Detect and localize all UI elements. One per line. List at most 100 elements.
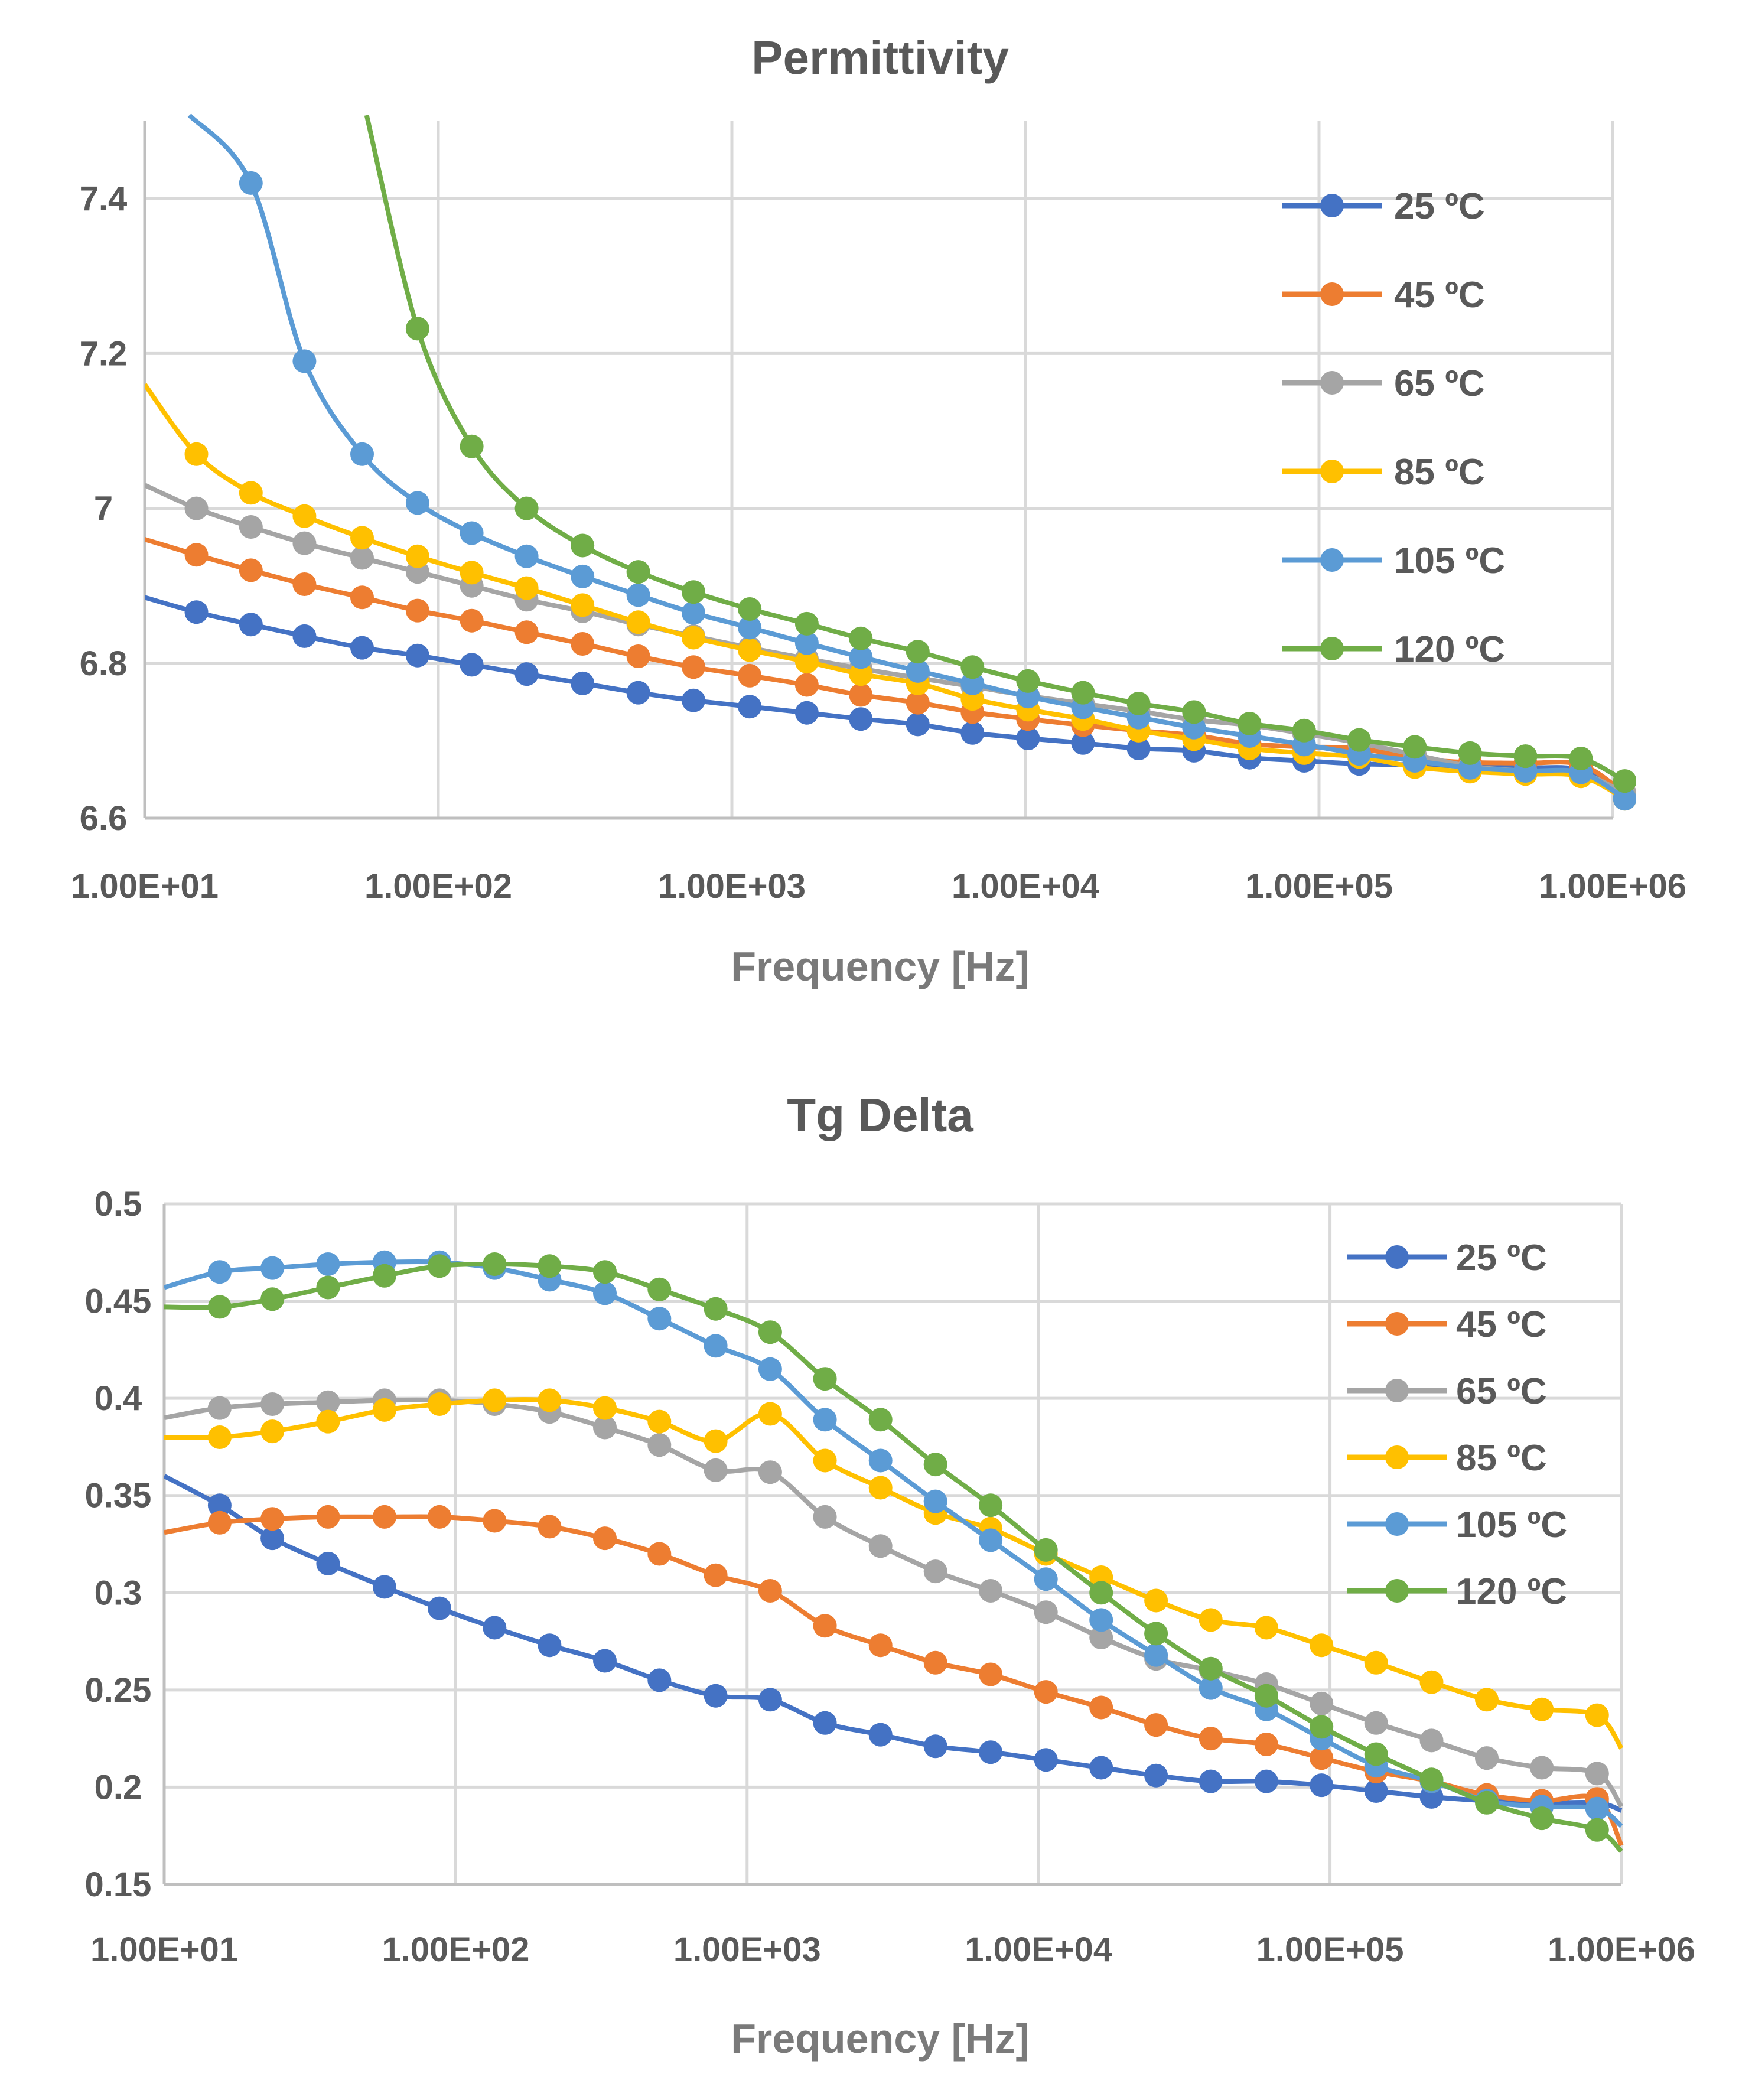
data-point [1089,1626,1113,1649]
legend-label: 45 ºC [1394,275,1485,315]
data-point [979,1740,1003,1764]
legend-label: 120 ºC [1394,629,1505,670]
series-25c [164,1474,1623,1815]
data-point [626,583,650,607]
data-point [428,1505,451,1529]
series-line [164,1397,1624,1808]
series-line [164,1397,1624,1750]
legend-marker [1320,460,1344,483]
data-point [1199,1676,1223,1700]
legend-marker [1385,1379,1409,1402]
data-point [593,1526,617,1551]
legend-label: 65 ºC [1394,363,1485,404]
series-105c [187,113,1636,811]
data-point [514,620,539,644]
data-point [350,526,374,550]
data-point [514,496,539,520]
data-point [682,688,705,712]
data-point [571,593,595,617]
y-tick-label: 0.15 [85,1865,152,1904]
data-point [350,442,374,466]
legend-entry: 105 ºC [1282,541,1505,581]
data-point [960,671,985,695]
data-point [207,1510,232,1535]
data-point [372,1575,396,1599]
series-25c [145,595,1636,809]
data-point [184,543,209,567]
legend-marker [1385,1579,1409,1603]
data-point [428,1392,451,1416]
data-point [538,1515,562,1539]
data-point [571,564,595,588]
legend-entry: 65 ºC [1347,1371,1547,1412]
data-point [1016,727,1040,750]
legend-entry: 65 ºC [1282,363,1485,404]
data-point [758,1460,782,1484]
data-point [1238,712,1262,735]
data-point [292,504,317,528]
data-point [849,683,873,707]
series-line [145,483,1626,796]
data-point [260,1256,285,1280]
data-point [758,1320,782,1344]
x-axis-label: Frequency [Hz] [731,2016,1030,2062]
legend-entry: 45 ºC [1282,275,1485,315]
x-tick-label: 1.00E+01 [90,1930,238,1969]
data-point [1126,692,1151,715]
legend-marker [1320,637,1344,660]
x-tick-label: 1.00E+02 [364,867,512,906]
x-tick-label: 1.00E+05 [1245,867,1393,906]
y-tick-label: 7.4 [80,180,128,218]
data-point [704,1429,728,1453]
data-point [647,1409,672,1434]
data-point [794,631,819,655]
data-point [1182,700,1206,724]
data-point [372,1505,396,1529]
data-point [1144,1713,1168,1737]
y-tick-label: 0.25 [85,1671,152,1710]
x-axis-label: Frequency [Hz] [731,943,1030,989]
x-tick-label: 1.00E+03 [658,867,806,906]
x-tick-label: 1.00E+05 [1256,1930,1404,1969]
data-point [1310,1633,1334,1658]
data-point [626,681,650,705]
legend-label: 65 ºC [1456,1371,1547,1412]
data-point [1144,1588,1168,1613]
data-point [1569,747,1593,770]
data-point [316,1551,340,1575]
data-point [647,1433,672,1457]
data-point [460,608,484,633]
data-point [704,1458,728,1482]
data-point [923,1734,947,1759]
legend-marker [1320,194,1344,217]
data-point [1419,1670,1444,1694]
data-point [350,636,374,660]
data-point [405,491,429,515]
data-point [1613,769,1636,793]
data-point [1126,737,1151,760]
data-point [813,1711,837,1735]
data-point [849,707,873,731]
data-point [571,533,595,558]
data-point [1403,735,1427,759]
data-point [372,1398,396,1422]
data-point [405,598,429,623]
data-point [758,1402,782,1426]
data-point [405,544,429,568]
data-point [979,1579,1003,1603]
data-point [1458,741,1482,765]
data-point [794,650,819,674]
data-point [794,673,819,697]
legend-label: 45 ºC [1456,1304,1547,1345]
data-point [514,576,539,600]
series-line [145,537,1626,796]
data-point [207,1260,232,1284]
legend-entry: 45 ºC [1347,1304,1547,1345]
data-point [292,624,317,648]
data-point [979,1662,1003,1686]
data-point [1144,1643,1168,1667]
data-point [1034,1680,1058,1704]
data-point [184,496,209,520]
data-point [1585,1796,1609,1821]
y-tick-label: 6.8 [80,644,128,683]
